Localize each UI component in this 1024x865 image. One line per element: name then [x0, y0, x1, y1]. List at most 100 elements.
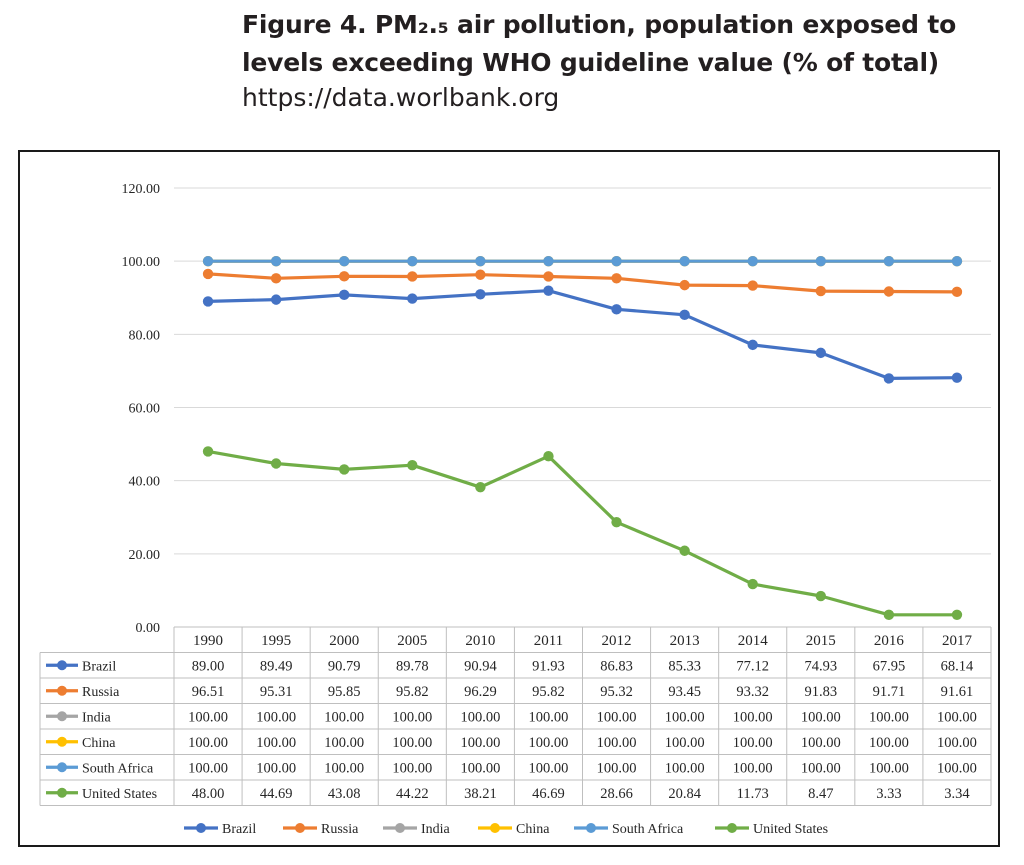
table-cell-value: 100.00 — [665, 709, 705, 725]
table-cell-value: 96.29 — [464, 684, 497, 700]
data-point-south-africa-2005 — [407, 255, 418, 267]
table-cell-value: 89.00 — [192, 658, 225, 674]
table-cell-value: 100.00 — [801, 735, 841, 751]
data-point-russia-2010 — [475, 269, 486, 280]
table-cell-value: 95.32 — [600, 684, 633, 700]
legend-key-marker — [295, 823, 305, 833]
legend-entry: India — [421, 822, 451, 837]
y-tick-label: 80.00 — [129, 328, 161, 343]
data-point-united-states-2013 — [679, 545, 690, 556]
data-point-united-states-2010 — [475, 482, 486, 493]
table-series-label: South Africa — [82, 761, 154, 776]
table-cell-value: 3.33 — [876, 786, 901, 802]
x-tick-label: 2005 — [397, 633, 427, 649]
table-cell-value: 91.61 — [941, 684, 974, 700]
data-point-brazil-2005 — [407, 293, 418, 304]
data-point-russia-2014 — [747, 280, 758, 291]
y-tick-label: 120.00 — [122, 182, 161, 197]
table-cell-value: 46.69 — [532, 786, 565, 802]
series-line-united-states — [207, 449, 957, 617]
data-point-south-africa-2015 — [815, 255, 826, 267]
data-point-united-states-2015 — [815, 590, 826, 602]
table-cell-value: 91.83 — [804, 684, 837, 700]
table-key-marker — [57, 685, 67, 696]
data-point-south-africa-2013 — [679, 255, 690, 267]
table-cell-value: 100.00 — [460, 735, 500, 751]
x-tick-label: 2013 — [670, 633, 700, 649]
table-cell-value: 100.00 — [937, 735, 977, 751]
data-point-russia-2011 — [543, 271, 554, 282]
legend-key-marker — [727, 823, 737, 833]
data-point-russia-2000 — [339, 271, 350, 282]
x-tick-label: 2015 — [806, 633, 836, 649]
x-tick-label: 2010 — [465, 633, 495, 649]
table-key-marker — [57, 787, 67, 798]
table-cell-value: 100.00 — [733, 760, 773, 776]
table-cell-value: 95.85 — [328, 684, 361, 700]
x-tick-label: 2011 — [534, 633, 563, 649]
data-point-russia-2005 — [407, 271, 418, 282]
table-series-label: China — [82, 736, 116, 751]
table-series-label: Russia — [82, 685, 120, 700]
table-cell-value: 100.00 — [324, 735, 364, 751]
data-point-brazil-2017 — [951, 372, 963, 383]
table-cell-value: 100.00 — [529, 735, 569, 751]
data-point-brazil-2016 — [883, 373, 895, 384]
data-point-south-africa-1990 — [202, 255, 214, 267]
x-tick-label: 2016 — [874, 633, 905, 649]
table-cell-value: 95.31 — [260, 684, 293, 700]
x-tick-label: 2012 — [602, 633, 632, 649]
legend-entry: United States — [753, 822, 828, 837]
figure-title-line-2: levels exceeding WHO guideline value (% … — [242, 48, 940, 77]
table-cell-value: 95.82 — [532, 684, 565, 700]
data-point-brazil-2000 — [339, 289, 350, 301]
data-point-russia-2017 — [951, 286, 963, 298]
data-point-south-africa-2017 — [951, 255, 963, 267]
data-point-russia-2016 — [883, 286, 895, 297]
figure-title-line-1: Figure 4. PM₂.₅ air pollution, populatio… — [242, 10, 957, 39]
data-point-russia-1995 — [270, 273, 282, 284]
table-cell-value: 85.33 — [668, 658, 701, 674]
table-cell-value: 100.00 — [597, 760, 637, 776]
table-cell-value: 100.00 — [188, 709, 228, 725]
table-cell-value: 100.00 — [256, 709, 296, 725]
figure-title: Figure 4. PM₂.₅ air pollution, populatio… — [242, 6, 1012, 114]
data-point-south-africa-2014 — [747, 255, 758, 267]
data-point-brazil-1995 — [270, 294, 282, 305]
table-cell-value: 100.00 — [324, 760, 364, 776]
table-cell-value: 100.00 — [733, 709, 773, 725]
table-cell-value: 100.00 — [937, 709, 977, 725]
data-point-brazil-2015 — [815, 347, 826, 359]
table-key-marker — [57, 660, 67, 671]
table-cell-value: 20.84 — [668, 786, 701, 802]
legend-entry: South Africa — [612, 822, 684, 837]
table-cell-value: 100.00 — [460, 760, 500, 776]
table-key-marker — [57, 762, 67, 773]
table-cell-value: 77.12 — [736, 658, 769, 674]
y-tick-label: 40.00 — [129, 475, 161, 490]
legend-entry: Russia — [321, 822, 359, 837]
table-cell-value: 100.00 — [801, 760, 841, 776]
table-cell-value: 100.00 — [392, 760, 432, 776]
table-cell-value: 86.83 — [600, 658, 633, 674]
table-cell-value: 3.34 — [944, 786, 970, 802]
table-key-marker — [57, 711, 67, 722]
data-point-brazil-2010 — [475, 289, 486, 300]
data-point-united-states-2016 — [883, 609, 895, 621]
table-key-marker — [57, 736, 67, 747]
data-point-brazil-1990 — [202, 296, 214, 307]
chart-frame — [18, 150, 1000, 847]
legend-key-marker — [586, 823, 596, 833]
legend-entry: China — [516, 822, 550, 837]
table-cell-value: 91.93 — [532, 658, 565, 674]
x-tick-label: 1990 — [193, 633, 223, 649]
data-point-brazil-2013 — [679, 309, 690, 321]
y-tick-label: 60.00 — [129, 402, 161, 417]
x-tick-label: 2014 — [738, 633, 769, 649]
table-cell-value: 96.51 — [192, 684, 225, 700]
data-point-south-africa-2012 — [611, 255, 622, 267]
table-cell-value: 100.00 — [801, 709, 841, 725]
legend-key-marker — [395, 823, 405, 833]
y-tick-label: 20.00 — [129, 548, 161, 563]
data-point-russia-2013 — [679, 279, 690, 291]
